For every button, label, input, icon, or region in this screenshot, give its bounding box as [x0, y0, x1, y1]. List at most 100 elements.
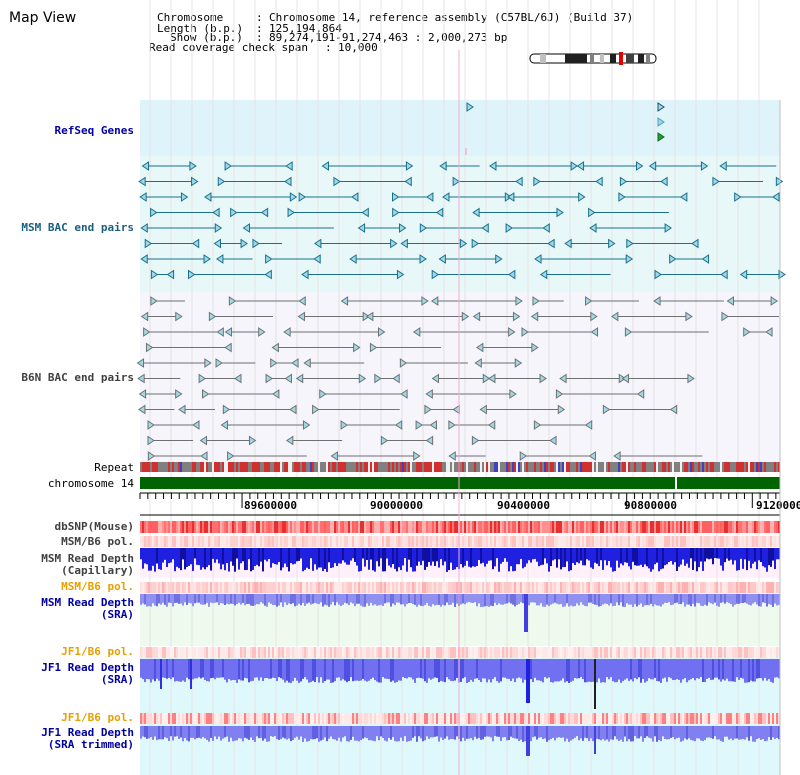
- jf1-pol-bin: [222, 647, 224, 658]
- msm-cap-bin: [736, 548, 738, 571]
- repeat-segment: [644, 462, 646, 472]
- msm-pol-bin: [178, 536, 180, 547]
- msm-pol-bin: [548, 536, 550, 547]
- msm-sra-bin: [654, 594, 656, 605]
- msm-pol-bin: [284, 536, 286, 547]
- dbsnp-bin: [774, 521, 776, 533]
- msm-bac-end-marker: [390, 238, 398, 249]
- jf1-sra-bin: [152, 659, 154, 680]
- jf1-pol2-bin: [488, 713, 490, 724]
- jf1-pol2-bin: [470, 713, 472, 724]
- msm-pol-bin: [526, 536, 528, 547]
- jf1-sra-bin: [438, 659, 440, 683]
- chromosome-ideogram: [529, 52, 657, 65]
- jf1-trim-bin: [512, 726, 514, 738]
- msm-sra-bin: [426, 594, 428, 603]
- dbsnp-bin: [720, 521, 722, 533]
- b6n-bac-end-marker: [721, 311, 729, 322]
- jf1-trim-bin: [602, 726, 604, 740]
- repeat-segment: [294, 462, 296, 472]
- msm-pol2-bin: [448, 582, 450, 593]
- msm-sra-bin: [408, 594, 410, 603]
- msm-cap-bin: [712, 548, 714, 565]
- msm-cap-bin: [508, 548, 510, 572]
- jf1-trim-bin: [350, 726, 352, 740]
- jf1-pol-bin: [650, 647, 652, 658]
- repeat-segment: [500, 462, 502, 472]
- msm-sra-bin: [650, 594, 652, 604]
- dbsnp-bin: [404, 521, 406, 533]
- b6n-bac-end-marker: [555, 389, 564, 399]
- jf1-trim-bin: [216, 726, 218, 740]
- dbsnp-bin: [146, 521, 148, 533]
- dbsnp-bin: [604, 521, 606, 533]
- msm-pol-bin: [330, 536, 332, 547]
- repeat-segment: [354, 462, 356, 472]
- msm-pol2-bin: [650, 582, 652, 593]
- msm-sra-bin: [212, 594, 214, 604]
- msm-bac-end-marker: [180, 192, 189, 202]
- jf1-pol-bin: [354, 647, 356, 658]
- jf1-pol2-bin: [640, 713, 642, 724]
- jf1-sra-bin: [444, 659, 446, 683]
- msm-pol2-bin: [622, 582, 624, 593]
- jf1-sra-bin: [676, 659, 678, 680]
- msm-cap-label-1: MSM Read Depth: [41, 552, 134, 565]
- msm-pol2-bin: [346, 582, 348, 593]
- dbsnp-bin: [406, 521, 408, 533]
- jf1-trim-bin: [218, 726, 220, 737]
- msm-cap-bin: [570, 548, 572, 571]
- jf1-trim-bin: [464, 726, 466, 741]
- msm-sra-bin: [178, 594, 180, 604]
- jf1-pol-bin: [598, 647, 600, 658]
- msm-bac-end-marker: [141, 161, 150, 171]
- msm-sra-bin: [284, 594, 286, 603]
- jf1-pol2-bin: [424, 713, 426, 724]
- jf1-pol-bin: [154, 647, 156, 658]
- b6n-bac-end-marker: [147, 451, 156, 461]
- msm-bac-end-marker: [471, 238, 480, 249]
- jf1-trim-bin: [484, 726, 486, 737]
- repeat-label: Repeat: [94, 461, 134, 474]
- dbsnp-bin: [258, 521, 260, 533]
- jf1-pol2-bin: [756, 713, 758, 724]
- msm-sra-bin: [626, 594, 628, 604]
- dbsnp-bin: [182, 521, 184, 533]
- dbsnp-bin: [344, 521, 346, 533]
- b6n-bac-end-marker: [222, 404, 231, 415]
- jf1-pol-bin: [336, 647, 338, 658]
- msm-cap-bin: [346, 548, 348, 565]
- msm-sra-bin: [526, 594, 528, 632]
- repeat-segment: [764, 462, 766, 472]
- jf1-pol2-bin: [486, 713, 488, 724]
- jf1-pol-bin: [220, 647, 222, 658]
- jf1-pol2-bin: [554, 713, 556, 724]
- jf1-pol-bin: [740, 647, 742, 658]
- jf1-trim-bin: [488, 726, 490, 737]
- repeat-segment: [298, 462, 300, 472]
- msm-cap-bin: [348, 548, 350, 565]
- dbsnp-bin: [492, 521, 494, 533]
- msm-sra-bin: [220, 594, 222, 604]
- msm-sra-bin: [638, 594, 640, 605]
- b6n-bac-end-marker: [482, 373, 491, 384]
- jf1-trim-bin: [728, 726, 730, 740]
- msm-pol2-bin: [166, 582, 168, 593]
- coverage-key: Read coverage check span: [149, 41, 308, 54]
- msm-cap-bin: [144, 548, 146, 564]
- jf1-pol-bin: [552, 647, 554, 658]
- jf1-pol-bin: [196, 647, 198, 658]
- jf1-pol2-bin: [658, 713, 660, 724]
- repeat-segment: [728, 462, 730, 472]
- jf1-pol-bin: [278, 647, 280, 658]
- jf1-trim-bin: [258, 726, 260, 739]
- repeat-segment: [668, 462, 670, 472]
- msm-pol-bin: [490, 536, 492, 547]
- jf1-pol-bin: [364, 647, 366, 658]
- jf1-pol-bin: [396, 647, 398, 658]
- jf1-pol2-bin: [590, 713, 592, 724]
- b6n-bac-track-bg: [140, 292, 780, 462]
- jf1-trim-bin: [166, 726, 168, 739]
- msm-pol2-bin: [668, 582, 670, 593]
